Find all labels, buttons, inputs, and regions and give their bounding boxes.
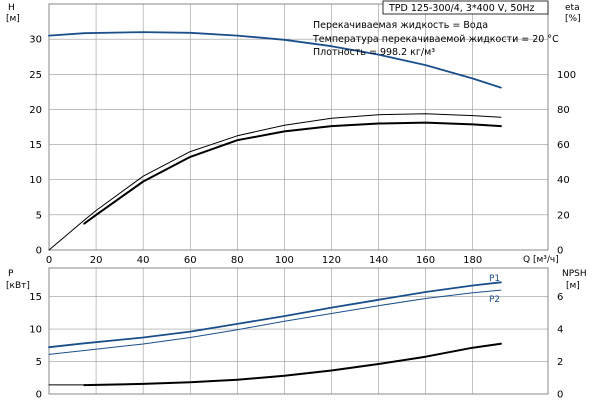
top-right-tick-label: 80 <box>557 105 570 116</box>
x-tick-label: 40 <box>137 255 150 266</box>
bottom-tick-labels: 0 5 10 15 0 2 4 6 <box>29 292 563 400</box>
top-series-lines <box>48 31 502 251</box>
top-right-tick-label: 40 <box>557 175 570 186</box>
bottom-panel: 0 5 10 15 0 2 4 6 P [кВт] NPSH [м] P1 P2 <box>6 267 587 400</box>
top-series-1-line <box>48 113 502 251</box>
bottom-gridlines <box>49 268 548 394</box>
eta-axis-label: eta <box>565 3 580 13</box>
top-left-tick-label: 25 <box>29 70 42 81</box>
x-tick-label: 60 <box>184 255 197 266</box>
x-tick-label: 80 <box>231 255 244 266</box>
bottom-left-tick-label: 5 <box>36 357 42 368</box>
density-annotation: Плотность = 998.2 кг/м³ <box>313 47 435 58</box>
bottom-series-p1-line <box>48 281 502 349</box>
pump-model-label: TPD 125-300/4, 3*400 V, 50Hz <box>388 3 535 14</box>
top-right-tick-label: 60 <box>557 140 570 151</box>
bottom-right-tick-label: 2 <box>557 357 563 368</box>
top-panel: 0 20 40 60 80 100 120 140 160 180 0 5 10 15 20 25 30 0 20 4… <box>6 0 581 266</box>
top-tick-labels: 0 20 40 60 80 100 120 140 160 180 0 5 10 15 20 25 30 0 20 4… <box>29 35 576 266</box>
top-right-tick-label: 100 <box>557 70 576 81</box>
top-plot-frame <box>48 3 549 251</box>
top-left-tick-label: 20 <box>29 105 42 116</box>
top-right-tick-label: 0 <box>557 246 563 257</box>
bottom-series-2-line <box>83 342 502 387</box>
temperature-annotation: Температура перекачиваемой жидкости = 20… <box>312 34 559 45</box>
top-series-2-line <box>83 121 502 225</box>
pump-model-box <box>382 0 549 15</box>
npsh-axis-unit: [м] <box>566 281 580 291</box>
bottom-series-lines <box>48 281 502 387</box>
x-tick-label: 140 <box>369 255 388 266</box>
p-axis-label: P <box>8 269 14 279</box>
h-axis-unit: [м] <box>6 14 20 24</box>
eta-axis-unit: [%] <box>565 14 581 24</box>
top-right-tick-label: 20 <box>557 210 570 221</box>
bottom-plot-frame <box>48 267 549 395</box>
bottom-series-p2-line <box>48 289 502 355</box>
bottom-left-tick-label: 10 <box>29 325 42 336</box>
bottom-left-tick-label: 15 <box>29 292 42 303</box>
bottom-left-tick-label: 0 <box>36 390 42 400</box>
series-label-p1: P1 <box>489 274 500 284</box>
x-tick-label: 0 <box>46 255 52 266</box>
series-label-p2: P2 <box>489 295 500 305</box>
top-left-tick-label: 0 <box>36 246 42 257</box>
x-tick-label: 160 <box>416 255 435 266</box>
top-left-tick-label: 30 <box>29 35 42 46</box>
x-tick-label: 180 <box>463 255 482 266</box>
top-left-tick-label: 15 <box>29 140 42 151</box>
bottom-right-tick-label: 6 <box>557 292 563 303</box>
bottom-right-tick-label: 4 <box>557 325 563 336</box>
x-tick-label: 100 <box>275 255 294 266</box>
fluid-annotation: Перекачиваемая жидкость = Вода <box>313 20 488 31</box>
top-left-tick-label: 10 <box>29 175 42 186</box>
p-axis-unit: [кВт] <box>6 281 30 291</box>
x-tick-label: 120 <box>322 255 341 266</box>
q-axis-label: Q [м³/ч] <box>523 255 559 265</box>
npsh-axis-label: NPSH <box>562 269 587 279</box>
top-series-0-line <box>48 31 502 89</box>
bottom-right-tick-label: 0 <box>557 390 563 400</box>
h-axis-label: H <box>8 3 15 13</box>
top-left-tick-label: 5 <box>36 210 42 221</box>
x-tick-label: 20 <box>90 255 103 266</box>
